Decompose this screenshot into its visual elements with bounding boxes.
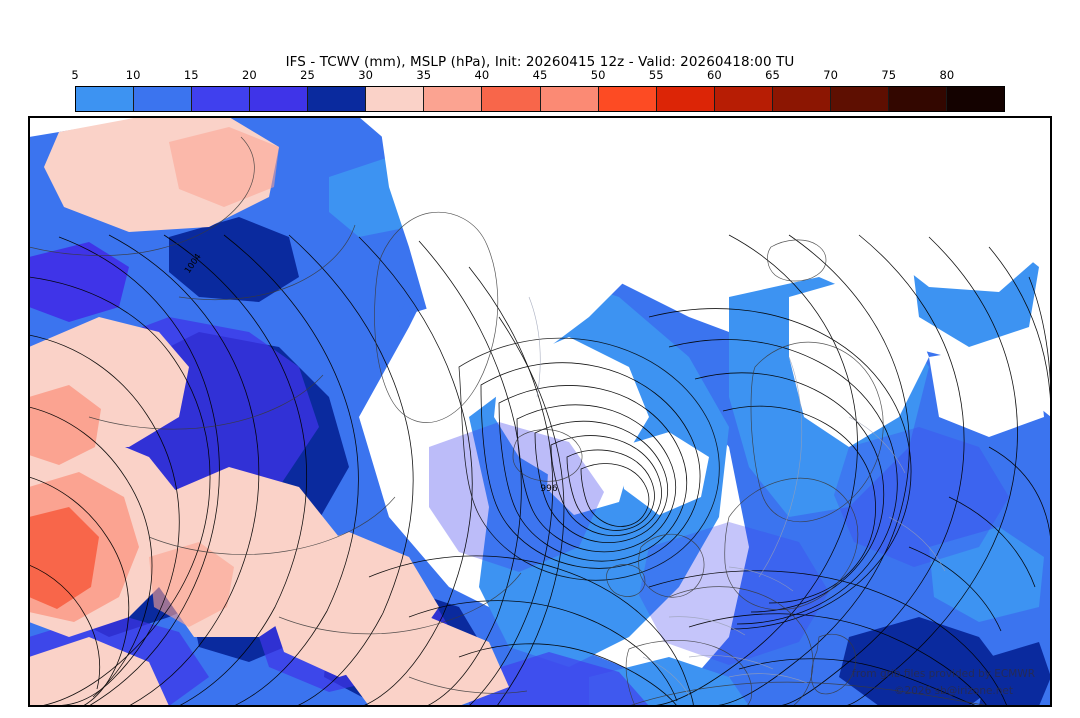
copyright-credit: ©2026 sb@irizone.net	[894, 685, 1013, 697]
colorbar-cell-40	[482, 87, 541, 111]
colorbar-tick-30: 30	[358, 68, 373, 82]
colorbar-tick-50: 50	[590, 68, 606, 82]
colorbar-cell-50	[598, 87, 657, 111]
colorbar: 5 10 15 20 25 30 35 40 45 50 55 60 65 70 75 80	[71, 68, 1005, 112]
colorbar-cell-55	[656, 87, 715, 111]
colorbar-cell-65	[772, 87, 831, 111]
colorbar-tick-15: 15	[183, 68, 199, 82]
colorbar-tick-80: 80	[939, 68, 955, 82]
colorbar-tick-65: 65	[765, 68, 780, 82]
colorbar-tick-75: 75	[881, 68, 897, 82]
colorbar-cell-20	[250, 87, 309, 111]
colorbar-cell-5	[76, 87, 135, 111]
colorbar-cell-15	[192, 87, 251, 111]
colorbar-cell-75	[888, 87, 947, 111]
colorbar-tick-70: 70	[823, 68, 838, 82]
contour-label-996: 996	[540, 484, 557, 494]
colorbar-tick-60: 60	[707, 68, 722, 82]
colorbar-tick-5: 5	[71, 68, 79, 82]
colorbar-cell-80	[946, 87, 1004, 111]
colorbar-cell-60	[714, 87, 773, 111]
colorbar-tick-20: 20	[242, 68, 257, 82]
colorbar-cell-30	[366, 87, 425, 111]
colorbar-cell-25	[308, 87, 367, 111]
colorbar-tick-25: 25	[300, 68, 315, 82]
colorbar-cell-10	[134, 87, 193, 111]
map-canvas: 996 1004	[29, 117, 1051, 706]
colorbar-tick-55: 55	[648, 68, 664, 82]
weather-map[interactable]: 996 1004	[28, 116, 1052, 707]
source-credit: from grib files provided by ECMWR	[852, 668, 1035, 680]
colorbar-tick-10: 10	[125, 68, 141, 82]
colorbar-cell-35	[424, 87, 483, 111]
colorbar-cell-45	[540, 87, 599, 111]
colorbar-tick-45: 45	[532, 68, 548, 82]
colorbar-swatches	[75, 86, 1005, 112]
colorbar-tick-labels: 5 10 15 20 25 30 35 40 45 50 55 60 65 70 75 80	[71, 68, 1005, 84]
colorbar-tick-35: 35	[416, 68, 432, 82]
chart-title: IFS - TCWV (mm), MSLP (hPa), Init: 20260…	[285, 54, 795, 70]
colorbar-cell-70	[830, 87, 889, 111]
colorbar-tick-40: 40	[474, 68, 490, 82]
